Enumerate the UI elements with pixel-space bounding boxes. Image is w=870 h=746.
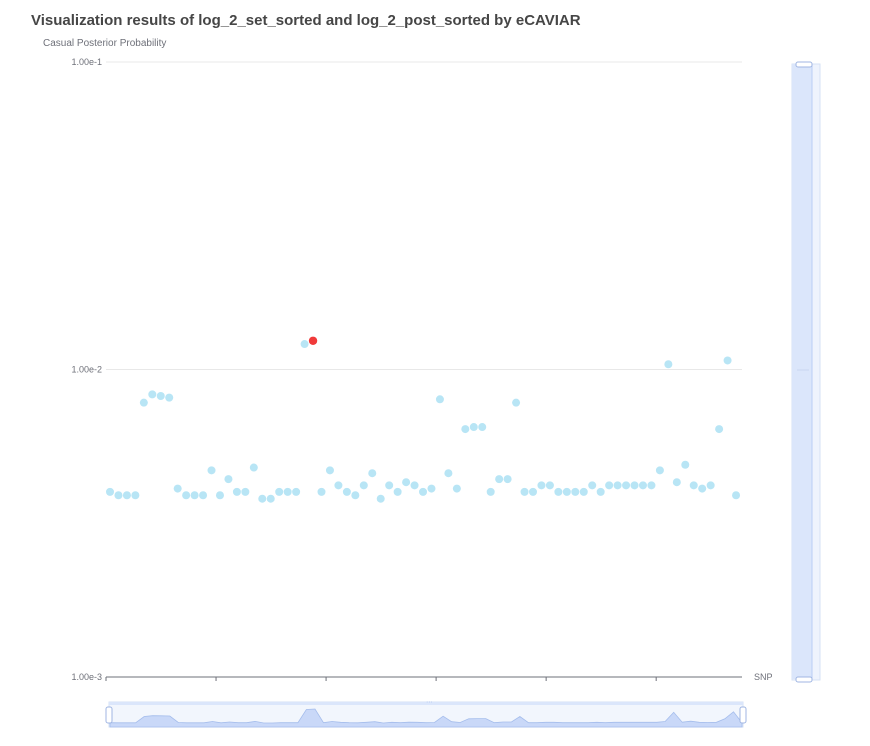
y-zoom-handle-bottom[interactable] [795,676,813,683]
data-points [106,336,741,503]
data-point[interactable] [562,487,571,496]
data-point[interactable] [554,487,563,496]
data-point[interactable] [359,481,368,490]
data-point[interactable] [249,463,258,472]
data-point[interactable] [461,425,470,434]
y-tick-label: 1.00e-2 [71,365,102,375]
chart-title: Visualization results of log_2_set_sorte… [31,12,581,29]
data-point[interactable] [131,491,140,500]
data-point[interactable] [114,491,123,500]
data-point[interactable] [469,423,478,432]
data-point[interactable] [190,491,199,500]
y-axis-title: Casual Posterior Probability [43,38,167,49]
data-point[interactable] [630,481,639,490]
data-point[interactable] [452,484,461,493]
y-zoom-handle-top[interactable] [795,61,813,68]
data-point[interactable] [393,487,402,496]
data-point[interactable] [292,487,301,496]
grid-lines: 1.00e-1 1.00e-2 1.00e-3 [71,57,742,682]
data-point[interactable] [622,481,631,490]
data-point[interactable] [283,487,292,496]
x-axis-title: SNP [754,672,773,682]
data-point[interactable] [664,360,673,369]
y-zoom-selection[interactable] [792,64,812,679]
data-point[interactable] [638,481,647,490]
x-zoom-slider[interactable]: ⋯ [105,699,747,728]
x-zoom-preview-area [109,708,743,728]
data-point[interactable] [419,487,428,496]
x-zoom-grip-mark: ⋯ [426,699,433,706]
y-tick-label: 1.00e-3 [71,672,102,682]
y-tick-label: 1.00e-1 [71,57,102,67]
data-point[interactable] [427,484,436,493]
data-point[interactable] [478,423,487,432]
data-point[interactable] [232,487,241,496]
data-point[interactable] [571,487,580,496]
data-point[interactable] [351,491,360,500]
data-point[interactable] [579,487,588,496]
data-point[interactable] [207,466,216,475]
data-point[interactable] [402,478,411,487]
data-point[interactable] [605,481,614,490]
data-point[interactable] [325,466,334,475]
data-point[interactable] [165,393,174,402]
data-point[interactable] [486,487,495,496]
data-point[interactable] [444,469,453,478]
data-point[interactable] [139,398,148,407]
data-point[interactable] [342,487,351,496]
data-point[interactable] [241,487,250,496]
data-point[interactable] [613,481,622,490]
data-point[interactable] [376,494,385,503]
data-point[interactable] [503,475,512,484]
data-point[interactable] [732,491,741,500]
x-zoom-handle-right[interactable] [739,706,747,724]
data-point[interactable] [681,460,690,469]
data-point[interactable] [334,481,343,490]
x-zoom-handle-left[interactable] [105,706,113,724]
x-zoom-top-bar [109,702,743,705]
data-point[interactable] [385,481,394,490]
data-point[interactable] [647,481,656,490]
data-point[interactable] [266,494,275,503]
data-point[interactable] [258,494,267,503]
data-point[interactable] [537,481,546,490]
data-point[interactable] [148,390,157,399]
data-point[interactable] [529,487,537,496]
data-point[interactable] [596,487,605,496]
data-point[interactable] [368,469,377,478]
data-point[interactable] [435,395,444,404]
data-point[interactable] [655,466,664,475]
data-point-highlight[interactable] [308,336,318,345]
data-point[interactable] [199,491,208,500]
data-point[interactable] [224,475,233,484]
data-point[interactable] [672,478,681,487]
data-point[interactable] [706,481,715,490]
data-point[interactable] [317,487,326,496]
data-point[interactable] [689,481,698,490]
x-axis: SNP [105,672,773,682]
data-point[interactable] [723,356,732,365]
data-point[interactable] [173,484,182,493]
data-point[interactable] [106,487,114,496]
data-point[interactable] [588,481,597,490]
data-point[interactable] [156,392,165,401]
y-zoom-slider[interactable] [791,61,821,683]
data-point[interactable] [182,491,191,500]
data-point[interactable] [122,491,131,500]
data-point[interactable] [512,398,521,407]
data-point[interactable] [495,475,504,484]
data-point[interactable] [410,481,419,490]
data-point[interactable] [698,484,707,493]
data-point[interactable] [520,487,529,496]
data-point[interactable] [300,340,309,349]
data-point[interactable] [275,487,284,496]
data-point[interactable] [215,491,224,500]
data-point[interactable] [545,481,554,490]
data-point[interactable] [715,425,724,434]
